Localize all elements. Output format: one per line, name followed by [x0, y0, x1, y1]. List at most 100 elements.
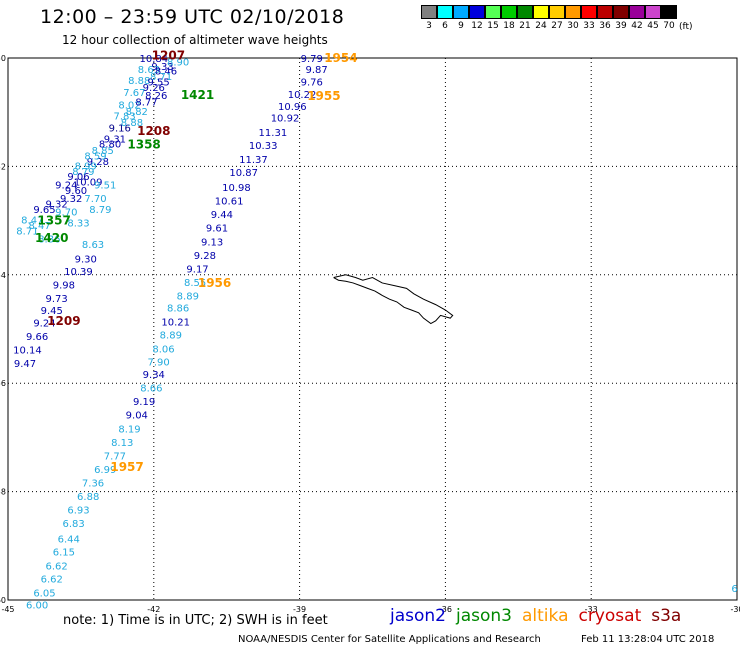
wave-height-label: 8.47	[21, 216, 43, 227]
pass-time-label: 1420	[35, 231, 68, 245]
wave-height-label: 7.70	[84, 194, 106, 205]
wave-height-label: 10.09	[74, 178, 103, 189]
wave-height-label: 9.17	[186, 264, 208, 275]
wave-height-label: 8.63	[138, 65, 160, 76]
wave-height-label: 8.89	[177, 291, 199, 302]
lon-tick-label: -45	[1, 605, 14, 614]
scale-label: 39	[615, 21, 627, 31]
wave-height-label: 6.93	[67, 506, 89, 517]
pass-time-label: 1954	[324, 51, 357, 65]
wave-height-label: 7.90	[148, 358, 170, 369]
lat-tick-label: -60	[0, 596, 6, 605]
wave-height-label: 9.19	[133, 397, 155, 408]
wave-height-label: 9.79	[301, 54, 323, 65]
satellite-cryosat: cryosat	[578, 606, 642, 626]
coastline-south-georgia	[333, 274, 454, 325]
wave-height-label: 6.05	[33, 588, 55, 599]
scale-bin: 3	[421, 5, 437, 32]
wave-height-label: 9.13	[201, 237, 223, 248]
wave-height-label: 8.66	[140, 384, 162, 395]
scale-label: 45	[647, 21, 659, 31]
wave-height-label: 10.14	[13, 346, 42, 357]
wave-height-label: 11.37	[239, 155, 268, 166]
scale-swatch	[453, 5, 469, 19]
lon-tick-label: -39	[293, 605, 306, 614]
scale-bin: 21	[517, 5, 533, 32]
wave-height-label: 8.99	[75, 161, 97, 172]
pass-time-label: 1421	[181, 88, 214, 102]
wave-height-label: 9.87	[305, 65, 327, 76]
scale-bin: 33	[581, 5, 597, 32]
scale-swatch	[613, 5, 629, 19]
wave-height-label: 8.26	[145, 91, 167, 102]
scale-swatch	[645, 5, 661, 19]
wave-height-label: 8.06	[152, 345, 174, 356]
scale-bin: 15	[485, 5, 501, 32]
scale-bin: 70	[661, 5, 677, 32]
satellite-s3a: s3a	[651, 606, 682, 626]
wave-height-label: 9.04	[126, 411, 148, 422]
wave-height-label: 8.79	[72, 167, 94, 178]
scale-label: 18	[503, 21, 515, 31]
wave-height-label: 8.02	[118, 101, 140, 112]
scale-bin: 39	[613, 5, 629, 32]
wave-height-label: 8.89	[160, 331, 182, 342]
scale-label: 21	[519, 21, 531, 31]
wave-height-label: 10.92	[271, 114, 300, 125]
scale-swatch	[437, 5, 453, 19]
scale-label: 9	[458, 21, 464, 31]
scale-label: 33	[583, 21, 595, 31]
wave-height-label: 9.73	[45, 294, 67, 305]
scale-bin: 12	[469, 5, 485, 32]
scale-label: 36	[599, 21, 611, 31]
wave-height-label: 10.87	[229, 168, 258, 179]
lon-tick-label: -36	[439, 605, 452, 614]
wave-height-label: 10.84	[139, 54, 168, 65]
scale-swatch	[549, 5, 565, 19]
wave-height-label: 9.76	[301, 77, 323, 88]
wave-height-label: 9.66	[26, 332, 48, 343]
wave-height-label: 9.32	[45, 199, 67, 210]
wave-height-label: 7.77	[104, 451, 126, 462]
color-scale-legend: 3 6 9 12 15 18 21 24 27 30 33 36 39 42 45 70 (ft)	[421, 5, 693, 32]
scale-swatch	[533, 5, 549, 19]
pass-time-label: 1209	[47, 314, 80, 328]
wave-height-label: 8.85	[92, 146, 114, 157]
scale-label: 27	[551, 21, 563, 31]
wave-height-label: 8.88	[128, 76, 150, 87]
wave-height-label: 8.13	[111, 438, 133, 449]
wave-height-label: 10.22	[288, 90, 317, 101]
wave-height-label: 9.70	[55, 207, 77, 218]
wave-height-label: 9.28	[87, 157, 109, 168]
pass-time-label: 1358	[127, 138, 160, 152]
wave-height-label: 9.26	[143, 83, 165, 94]
scale-swatch	[421, 5, 437, 19]
lon-tick-label: -42	[147, 605, 160, 614]
wave-height-label: 8.71	[16, 226, 38, 237]
wave-height-label: 8.90	[167, 57, 189, 68]
scale-swatch	[629, 5, 645, 19]
scale-bin: 18	[501, 5, 517, 32]
generated-timestamp: Feb 11 13:28:04 UTC 2018	[581, 634, 715, 645]
wave-height-label: 9.34	[143, 370, 165, 381]
wave-height-label: 6.62	[41, 574, 63, 585]
wave-height-label: 10.39	[64, 267, 93, 278]
wave-height-label: 9.60	[65, 186, 87, 197]
lat-tick-label: -54	[0, 271, 6, 280]
scale-bin: 30	[565, 5, 581, 32]
lat-tick-label: -50	[0, 54, 6, 63]
wave-height-label: 8.19	[118, 424, 140, 435]
satellite-jason3: jason3	[456, 606, 512, 626]
credit-line: NOAA/NESDIS Center for Satellite Applica…	[238, 634, 541, 645]
pass-time-label: 1957	[110, 460, 143, 474]
wave-height-label: 6	[731, 584, 737, 595]
wave-height-label: 9.45	[41, 306, 63, 317]
scale-label: 70	[663, 21, 675, 31]
wave-height-label: 8.59	[84, 152, 106, 163]
scale-label: 24	[535, 21, 547, 31]
wave-height-label: 9.30	[75, 255, 97, 266]
satellite-altika: altika	[522, 606, 569, 626]
wave-height-label: 8.63	[82, 240, 104, 251]
scale-bin: 24	[533, 5, 549, 32]
